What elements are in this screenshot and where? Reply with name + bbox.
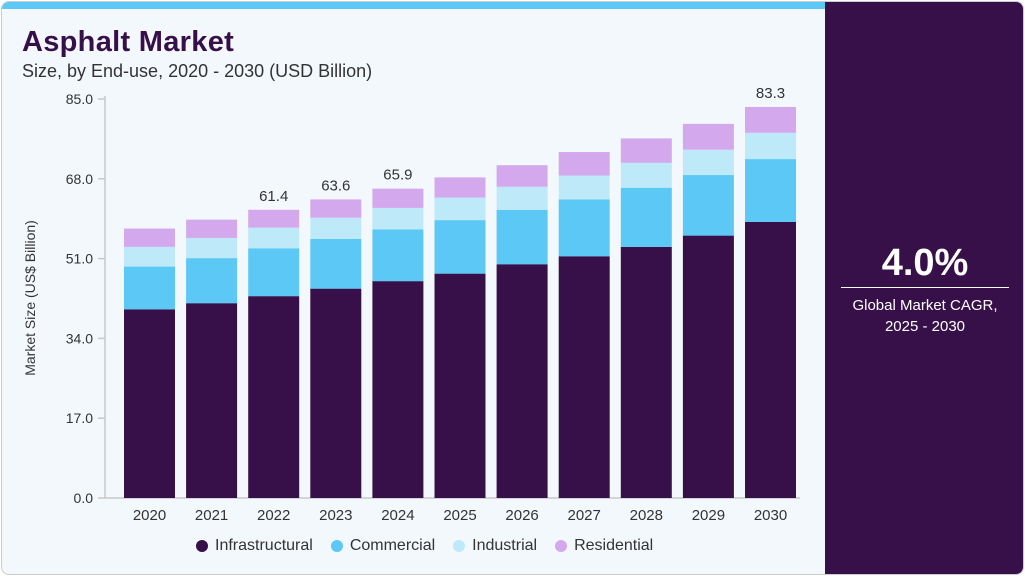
legend-swatch-icon: [453, 540, 466, 552]
bar-industrial-2025: [434, 197, 486, 221]
bar-industrial-2029: [682, 149, 734, 176]
bar-residential-2023: [310, 199, 362, 218]
y-tick-label: 17.0: [66, 410, 93, 426]
legend-label: Industrial: [472, 537, 538, 554]
y-tick-label: 68.0: [66, 171, 93, 187]
x-tick-label: 2026: [505, 507, 538, 524]
bar-residential-2027: [558, 152, 610, 176]
bar-residential-2028: [620, 138, 672, 163]
bar-commercial-2030: [745, 159, 796, 222]
bar-industrial-2020: [124, 246, 175, 267]
legend-label: Infrastructural: [215, 537, 313, 554]
cagr-label-line2: 2025 - 2030: [884, 318, 966, 335]
x-tick-label: 2028: [630, 507, 663, 524]
legend-swatch-icon: [330, 540, 343, 552]
bar-commercial-2024: [372, 229, 424, 282]
cagr-label-line1: Global Market CAGR,: [852, 297, 998, 314]
bar-infrastructural-2029: [682, 235, 734, 498]
x-tick-label: 2030: [754, 507, 787, 524]
bar-commercial-2023: [310, 238, 362, 289]
bar-infrastructural-2021: [186, 303, 238, 498]
bar-infrastructural-2027: [558, 256, 610, 498]
x-tick-label: 2020: [133, 507, 166, 524]
y-axis-label: Market Size (US$ Billion): [22, 220, 38, 376]
bar-industrial-2022: [248, 227, 300, 249]
y-tick-label: 34.0: [66, 330, 93, 346]
x-tick-label: 2021: [195, 507, 228, 524]
y-tick-label: 85.0: [66, 91, 93, 107]
legend-label: Residential: [574, 537, 654, 554]
accent-bar: [2, 2, 825, 9]
x-tick-label: 2029: [692, 507, 725, 524]
bar-industrial-2021: [186, 237, 238, 259]
x-tick-label: 2022: [257, 507, 290, 524]
bar-residential-2025: [434, 177, 486, 198]
legend-swatch-icon: [555, 540, 568, 552]
bar-infrastructural-2025: [434, 273, 486, 498]
bar-industrial-2023: [310, 217, 362, 239]
bar-residential-2024: [372, 188, 424, 208]
data-label: 65.9: [383, 167, 412, 184]
y-tick-label: 51.0: [66, 251, 93, 267]
bar-commercial-2020: [124, 266, 175, 310]
bar-commercial-2027: [558, 199, 610, 257]
legend-label: Commercial: [349, 537, 436, 554]
bar-residential-2022: [248, 209, 300, 228]
bar-commercial-2025: [434, 220, 486, 274]
bar-residential-2021: [186, 219, 238, 238]
chart-title: Asphalt Market: [22, 26, 235, 58]
bar-commercial-2029: [682, 175, 734, 236]
bar-infrastructural-2023: [310, 288, 362, 498]
bar-commercial-2021: [186, 258, 238, 304]
bar-industrial-2026: [496, 186, 548, 210]
data-label: 61.4: [259, 188, 288, 205]
legend-item: Industrial: [453, 537, 537, 555]
x-tick-label: 2027: [568, 507, 601, 524]
bar-industrial-2030: [745, 132, 796, 160]
bar-residential-2020: [124, 228, 175, 247]
bar-residential-2030: [745, 106, 796, 133]
legend-item: Residential: [555, 537, 653, 555]
bar-infrastructural-2020: [124, 309, 175, 498]
x-tick-label: 2025: [443, 507, 476, 524]
cagr-panel: 4.0% Global Market CAGR, 2025 - 2030: [825, 2, 1023, 574]
x-tick-label: 2023: [319, 507, 352, 524]
legend-item: Infrastructural: [196, 537, 313, 555]
x-tick-label: 2024: [381, 507, 414, 524]
bar-infrastructural-2030: [745, 221, 796, 498]
divider: [841, 287, 1009, 288]
bar-industrial-2028: [620, 162, 672, 188]
cagr-label: Global Market CAGR, 2025 - 2030: [825, 295, 1023, 337]
bar-residential-2029: [682, 123, 734, 150]
bar-industrial-2024: [372, 207, 424, 230]
bar-residential-2026: [496, 165, 548, 187]
bar-commercial-2028: [620, 187, 672, 247]
chart-plot: 0.0 17.0 34.0 51.0 68.0 85.0 Market Size (US$ …: [22, 85, 800, 524]
legend-item: Commercial: [330, 537, 436, 555]
bar-infrastructural-2028: [620, 246, 672, 498]
data-label: 63.6: [321, 177, 350, 194]
legend: Infrastructural Commercial Industrial Resid…: [196, 537, 653, 555]
bar-infrastructural-2022: [248, 296, 300, 498]
bar-infrastructural-2024: [372, 281, 424, 498]
legend-swatch-icon: [196, 540, 208, 552]
bar-infrastructural-2026: [496, 264, 548, 498]
y-tick-label: 0.0: [74, 490, 94, 506]
bar-industrial-2027: [558, 175, 610, 200]
bar-commercial-2026: [496, 209, 548, 265]
cagr-value: 4.0%: [881, 242, 969, 284]
chart-subtitle: Size, by End-use, 2020 - 2030 (USD Billi…: [22, 61, 373, 81]
bar-commercial-2022: [248, 248, 300, 297]
data-label: 83.3: [756, 85, 785, 102]
